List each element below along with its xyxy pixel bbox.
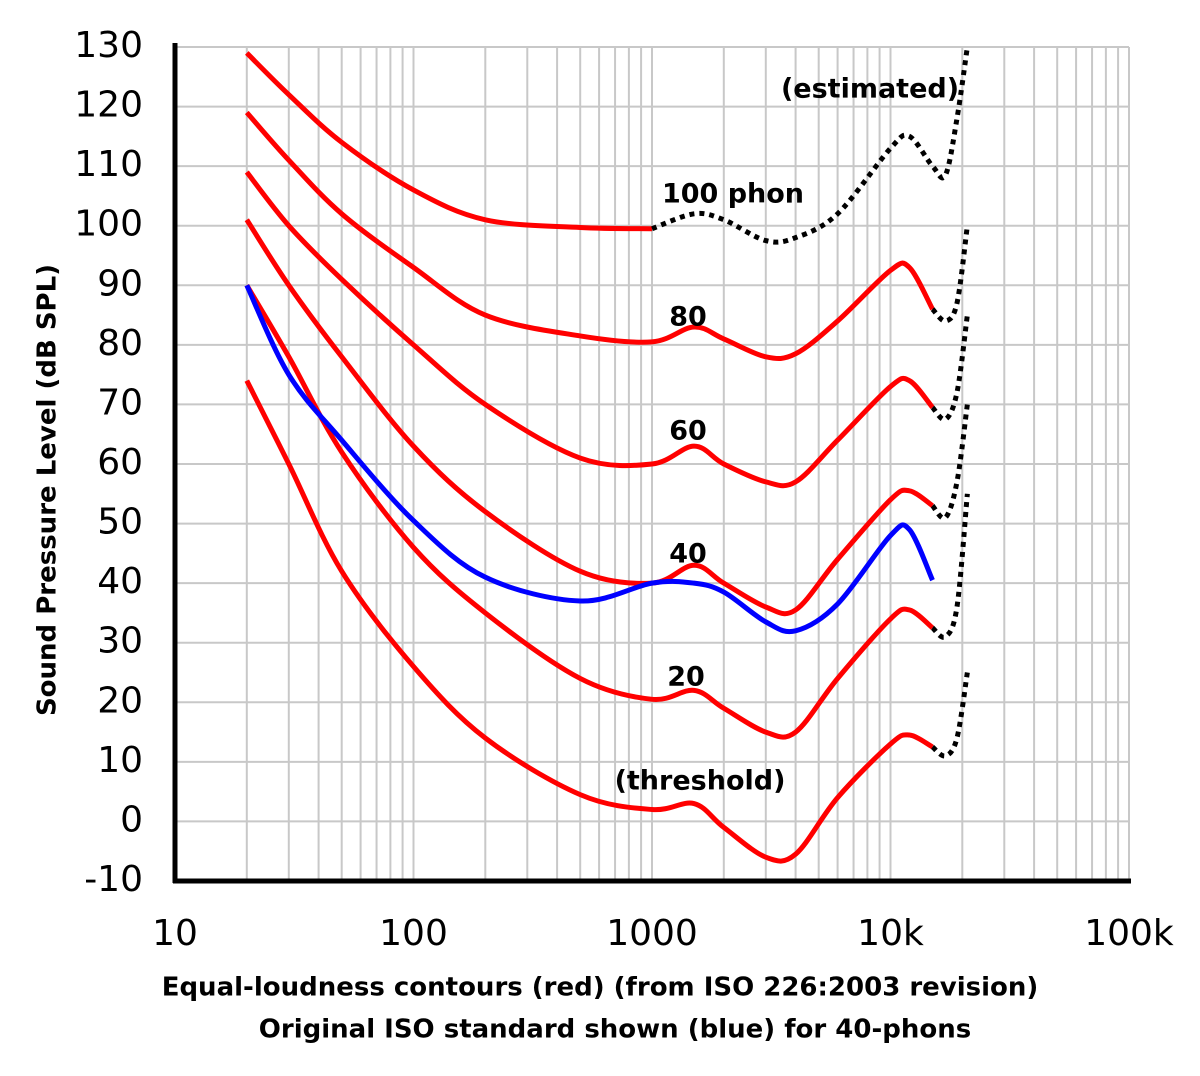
annotation: 60: [669, 416, 707, 447]
estimated-line: [930, 493, 970, 640]
x-axis-title: Equal-loudness contours (red) (from ISO …: [162, 973, 1039, 1003]
estimated-line: [930, 225, 970, 324]
y-tick-label: -10: [84, 859, 143, 900]
y-axis-title: Sound Pressure Level (dB SPL): [33, 264, 63, 716]
x-tick-label: 100: [379, 913, 448, 954]
y-tick-label: 20: [97, 680, 143, 721]
contour-line: [244, 110, 935, 361]
contour-line: [244, 170, 935, 489]
contour-line: [244, 379, 934, 864]
x-axis-title: Original ISO standard shown (blue) for 4…: [259, 1015, 971, 1045]
y-tick-label: 70: [97, 382, 143, 423]
estimated-line: [651, 46, 970, 245]
annotation: (estimated): [781, 74, 959, 105]
contour-line: [245, 51, 653, 232]
y-tick-label: 30: [97, 621, 143, 662]
estimated-line: [930, 404, 970, 521]
y-tick-label: 40: [97, 561, 143, 602]
annotation: 80: [669, 302, 707, 333]
contour-line: [244, 284, 935, 635]
annotation: 100 phon: [662, 179, 804, 210]
x-tick-label: 10: [152, 913, 198, 954]
y-tick-label: 120: [74, 85, 143, 126]
y-tick-label: 130: [74, 25, 143, 66]
x-tick-label: 1000: [606, 913, 698, 954]
annotation: (threshold): [615, 766, 786, 797]
y-tick-label: 90: [97, 263, 143, 304]
x-tick-label: 10k: [857, 913, 924, 954]
contour-line: [244, 284, 935, 740]
annotation: 40: [669, 539, 707, 570]
y-tick-label: 80: [97, 323, 143, 364]
y-tick-label: 110: [74, 144, 143, 185]
y-tick-label: 50: [97, 502, 143, 543]
y-tick-label: 10: [97, 740, 143, 781]
contour-line: [244, 218, 934, 617]
estimated-line: [930, 314, 970, 423]
y-tick-label: 60: [97, 442, 143, 483]
y-tick-label: 0: [120, 799, 143, 840]
x-tick-label: 100k: [1084, 913, 1174, 954]
y-tick-label: 100: [74, 204, 143, 245]
annotation: 20: [667, 662, 705, 693]
